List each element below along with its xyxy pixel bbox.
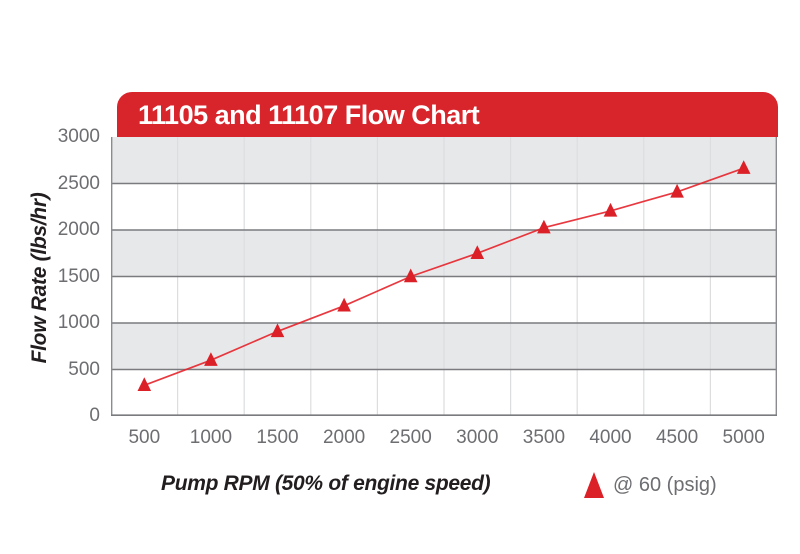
series-line	[144, 167, 744, 387]
x-tick-label: 2000	[322, 427, 366, 448]
x-tick-label: 1500	[256, 427, 299, 448]
x-tick-label: 1000	[189, 427, 233, 448]
x-tick-label: 500	[128, 427, 161, 448]
triangle-marker-icon	[584, 472, 604, 498]
plot-area	[111, 137, 777, 416]
data-marker-triangle	[403, 268, 418, 283]
chart-title-bar: 11105 and 11107 Flow Chart	[117, 92, 778, 137]
data-marker-triangle	[270, 323, 285, 338]
y-tick-label: 0	[89, 405, 100, 426]
data-marker-triangle	[736, 160, 751, 174]
x-tick-label: 4500	[655, 427, 699, 448]
x-tick-label: 2500	[389, 427, 432, 448]
data-marker-triangle	[204, 352, 218, 366]
data-marker-triangle	[337, 297, 351, 312]
legend-label: @ 60 (psig)	[613, 474, 717, 496]
data-marker-triangle	[537, 219, 551, 234]
data-marker-triangle	[470, 245, 485, 259]
x-tick-label: 3500	[522, 427, 566, 448]
y-tick-label: 3000	[57, 126, 100, 147]
y-tick-label: 500	[68, 358, 100, 380]
y-tick-label: 2000	[57, 219, 100, 240]
x-tick-label: 5000	[722, 427, 765, 448]
x-tick-label: 4000	[589, 427, 632, 448]
y-tick-label: 1000	[57, 312, 100, 333]
y-tick-label: 1500	[57, 265, 100, 287]
y-tick-label: 2500	[57, 172, 100, 194]
legend: @ 60 (psig)	[584, 472, 717, 498]
data-marker-triangle	[603, 202, 618, 217]
plot-svg	[111, 137, 777, 416]
x-tick-label: 3000	[456, 427, 499, 448]
data-marker-triangle	[137, 377, 152, 391]
data-marker-triangle	[670, 183, 684, 198]
y-axis-title: Flow Rate (lbs/hr)	[28, 192, 51, 364]
x-axis-title: Pump RPM (50% of engine speed)	[161, 472, 491, 495]
chart-title: 11105 and 11107 Flow Chart	[138, 100, 480, 130]
